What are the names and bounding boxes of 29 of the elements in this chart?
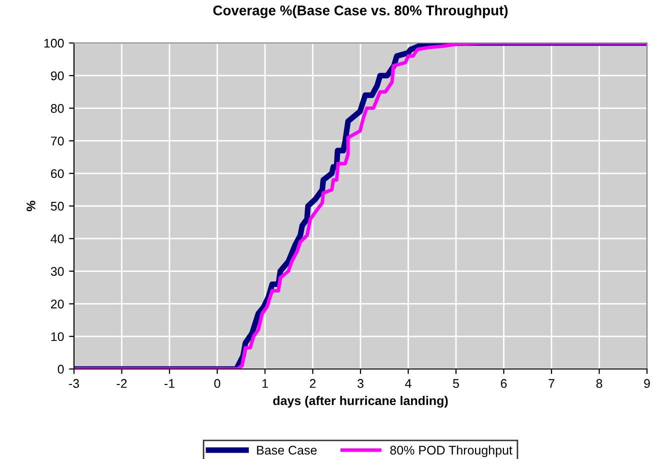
y-tick-label: 10 bbox=[51, 332, 64, 342]
x-axis-title: days (after hurricane landing) bbox=[273, 396, 448, 408]
x-tick-label: 8 bbox=[596, 379, 602, 388]
x-tick-label: -2 bbox=[116, 379, 127, 388]
legend-label: Base Case bbox=[257, 446, 317, 455]
y-axis-title: % bbox=[26, 200, 36, 212]
x-tick-label: 7 bbox=[548, 379, 554, 388]
x-tick-label: 6 bbox=[500, 379, 507, 388]
y-tick-label: 90 bbox=[50, 71, 64, 80]
x-tick-label: 5 bbox=[453, 379, 459, 388]
x-tick-label: 4 bbox=[405, 379, 412, 388]
x-tick-label: -1 bbox=[164, 379, 174, 388]
x-tick-label: 9 bbox=[644, 379, 650, 388]
y-tick-label: 70 bbox=[51, 136, 64, 146]
x-tick-label: 2 bbox=[310, 379, 316, 388]
y-tick-label: 100 bbox=[44, 38, 64, 48]
y-tick-label: 40 bbox=[50, 234, 64, 244]
y-tick-label: 80 bbox=[50, 104, 64, 113]
y-tick-label: 60 bbox=[51, 169, 64, 178]
y-tick-label: 30 bbox=[50, 267, 64, 276]
x-tick-label: 3 bbox=[358, 379, 364, 388]
x-tick-label: 1 bbox=[262, 379, 268, 388]
x-tick-label: 0 bbox=[214, 379, 220, 388]
y-tick-label: 0 bbox=[58, 364, 64, 374]
y-tick-label: 50 bbox=[50, 202, 64, 211]
chart-title: Coverage %(Base Case vs. 80% Throughput) bbox=[213, 5, 508, 18]
legend-label: 80% POD Throughput bbox=[390, 445, 512, 458]
x-tick-label: -3 bbox=[69, 379, 80, 388]
y-tick-label: 20 bbox=[51, 300, 64, 308]
